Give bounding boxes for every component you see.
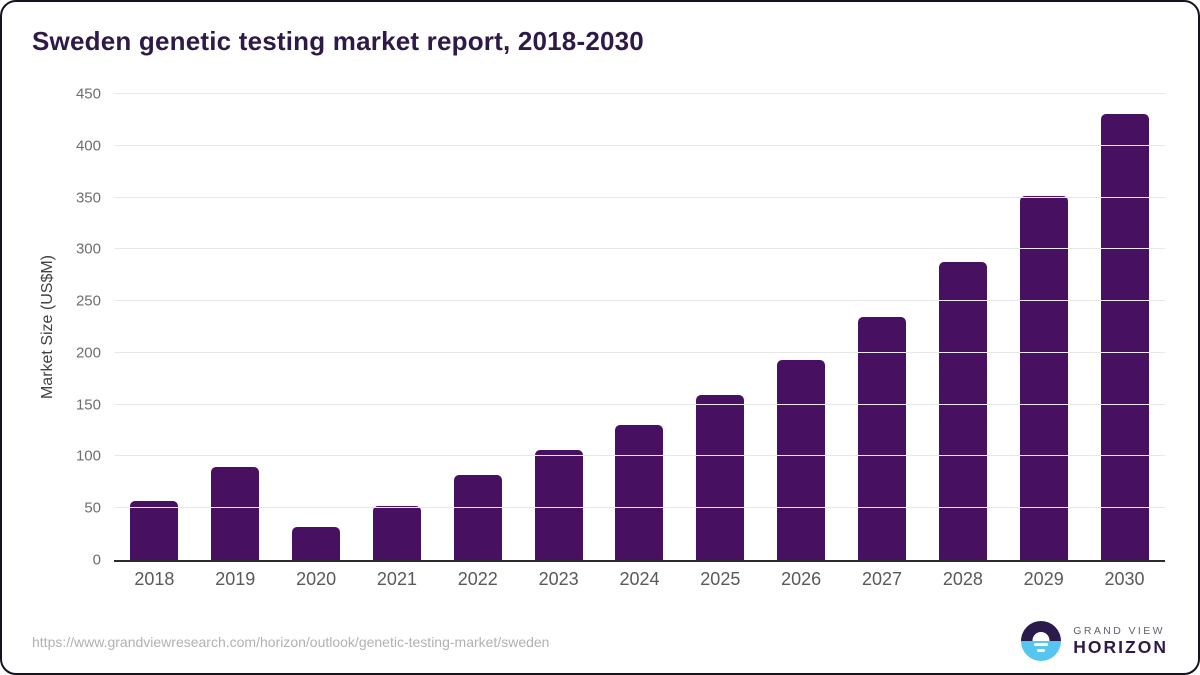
sunrise-horizon-icon: [1021, 621, 1062, 661]
bar-2026[interactable]: [777, 360, 826, 560]
bar-2018[interactable]: [130, 500, 179, 560]
x-tick-label-2018: 2018: [134, 569, 175, 589]
bar-2024[interactable]: [615, 425, 664, 560]
logo-reflection-bar-2: [1037, 649, 1046, 652]
bar-column-2026: [761, 94, 842, 560]
y-tick-label-100: 100: [75, 447, 101, 465]
gridline-450: [114, 93, 1165, 94]
x-tick-label-2029: 2029: [1023, 569, 1064, 589]
bar-column-2027: [842, 94, 923, 560]
bar-column-2018: [114, 94, 195, 560]
logo-sun-dome: [1032, 632, 1050, 641]
logo-brand-bottom: HORIZON: [1073, 636, 1168, 657]
bar-column-2022: [437, 94, 518, 560]
gridline-50: [114, 507, 1165, 509]
y-tick-label-250: 250: [75, 292, 101, 310]
bar-2030[interactable]: [1100, 113, 1149, 560]
bar-2025[interactable]: [696, 395, 745, 560]
bar-2020[interactable]: [292, 526, 341, 560]
gridline-300: [114, 248, 1165, 250]
bar-2029[interactable]: [1019, 195, 1068, 560]
grand-view-horizon-logo: GRAND VIEW HORIZON: [1021, 621, 1168, 661]
x-tick-label-2025: 2025: [700, 569, 741, 589]
y-axis-title: Market Size (US$M): [39, 254, 56, 400]
bar-2027[interactable]: [858, 316, 907, 560]
logo-wordmark: GRAND VIEW HORIZON: [1073, 625, 1168, 657]
source-url: https://www.grandviewresearch.com/horizo…: [32, 634, 550, 650]
y-tick-label-200: 200: [75, 344, 101, 362]
gridline-150: [114, 403, 1165, 405]
bar-column-2025: [680, 94, 761, 560]
x-tick-label-2020: 2020: [296, 569, 337, 589]
bar-column-2023: [518, 94, 599, 560]
bar-column-2019: [195, 94, 276, 560]
bar-column-2020: [276, 94, 357, 560]
x-tick-label-2028: 2028: [942, 569, 983, 589]
chart-title: Sweden genetic testing market report, 20…: [32, 26, 644, 56]
logo-reflection-bar-1: [1034, 643, 1049, 646]
bar-column-2024: [599, 94, 680, 560]
bar-2019[interactable]: [211, 466, 260, 560]
x-tick-label-2027: 2027: [861, 569, 903, 589]
gridline-200: [114, 351, 1165, 353]
bar-column-2028: [922, 94, 1003, 560]
bar-2023[interactable]: [534, 450, 583, 560]
bar-column-2021: [357, 94, 438, 560]
x-tick-label-2024: 2024: [619, 569, 660, 589]
y-tick-label-150: 150: [75, 396, 101, 414]
y-tick-label-400: 400: [75, 137, 101, 155]
logo-brand-top: GRAND VIEW: [1073, 624, 1165, 637]
bar-2028[interactable]: [938, 261, 987, 560]
y-tick-label-450: 450: [75, 85, 101, 103]
bar-column-2030: [1084, 94, 1165, 560]
y-tick-label-300: 300: [75, 240, 101, 258]
gridline-250: [114, 300, 1165, 302]
plot-area: 0 50 100 150 200 250 300 350 400 450: [76, 86, 1165, 569]
x-tick-label-2023: 2023: [538, 569, 579, 589]
y-tick-label-350: 350: [75, 189, 101, 207]
x-tick-label-2026: 2026: [781, 569, 822, 589]
gridline-400: [114, 144, 1165, 146]
x-tick-label-2021: 2021: [376, 569, 417, 589]
gridline-350: [114, 196, 1165, 198]
bars-container: [114, 94, 1165, 560]
x-tick-label-2019: 2019: [215, 569, 256, 589]
bar-2021[interactable]: [372, 506, 421, 560]
x-tick-label-2022: 2022: [457, 569, 498, 589]
x-tick-label-2030: 2030: [1104, 569, 1145, 589]
gridline-100: [114, 455, 1165, 457]
x-axis-labels: 2018 2019 2020 2021 2022 2023 2024 2025 2026 2027…: [114, 569, 1165, 590]
y-tick-label-0: 0: [92, 551, 101, 569]
bar-2022[interactable]: [453, 475, 502, 560]
y-tick-label-50: 50: [84, 499, 101, 517]
bar-column-2029: [1003, 94, 1084, 560]
